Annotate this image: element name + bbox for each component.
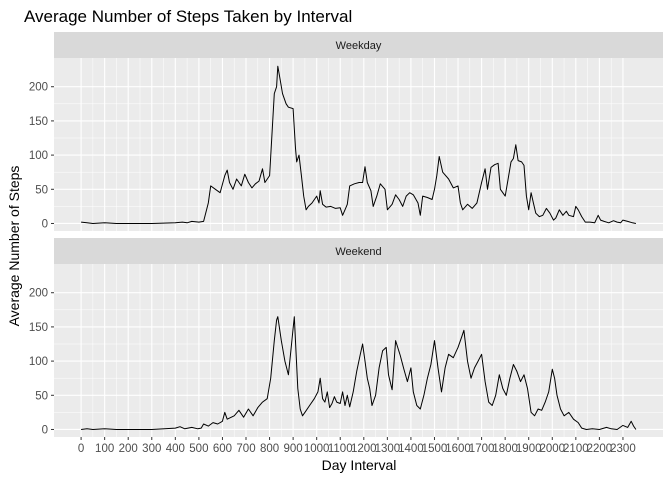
y-tick-label: 50	[35, 390, 48, 402]
x-tick-label: 800	[260, 443, 279, 455]
x-tick-label: 1400	[398, 443, 424, 455]
x-tick-label: 300	[142, 443, 161, 455]
x-tick-label: 1000	[304, 443, 330, 455]
x-tick-label: 1200	[351, 443, 377, 455]
x-tick-label: 2000	[539, 443, 565, 455]
y-tick-label: 200	[29, 82, 48, 94]
facet-panel-weekend: Weekend 0 50 100 150 200	[29, 238, 663, 437]
facet-strip-label: Weekend	[335, 246, 381, 258]
x-tick-label: 1100	[328, 443, 353, 455]
facet-panels: Weekday 0 50 100 150 200 Weekend 0 50 100 150 200	[29, 32, 663, 437]
x-tick-label: 700	[236, 443, 255, 455]
y-tick-label: 150	[29, 322, 48, 334]
facet-strip	[54, 238, 663, 264]
x-tick-label: 1600	[445, 443, 471, 455]
facet-panel-weekday: Weekday 0 50 100 150 200	[29, 32, 663, 231]
x-tick-label: 1800	[492, 443, 518, 455]
x-tick-label: 0	[78, 443, 84, 455]
x-tick-label: 2100	[563, 443, 589, 455]
x-tick-label: 1300	[375, 443, 401, 455]
y-tick-label: 0	[42, 424, 48, 436]
x-tick-label: 2300	[610, 443, 636, 455]
y-tick-label: 200	[29, 288, 48, 300]
x-tick-label: 100	[95, 443, 114, 455]
x-tick-label: 2200	[587, 443, 613, 455]
series-line-weekend	[81, 316, 637, 430]
series-line-weekday	[81, 65, 636, 224]
y-axis-title: Average Number of Steps	[6, 166, 22, 327]
y-tick-label: 50	[35, 184, 48, 196]
x-tick-label: 600	[213, 443, 232, 455]
facet-strip-label: Weekday	[336, 40, 382, 52]
plot-panel	[54, 264, 663, 437]
chart-title: Average Number of Steps Taken by Interva…	[24, 7, 352, 26]
facet-strip	[54, 32, 663, 58]
y-tick-label: 100	[29, 356, 48, 368]
y-tick-label: 0	[42, 218, 48, 230]
x-tick-label: 500	[189, 443, 208, 455]
y-tick-label: 150	[29, 116, 48, 128]
x-axis: 0 100 200 300 400 500 600 700 800 900 100011001200…	[78, 437, 636, 455]
x-tick-label: 400	[166, 443, 185, 455]
x-tick-label: 200	[119, 443, 138, 455]
x-tick-label: 900	[284, 443, 303, 455]
x-tick-label: 1700	[469, 443, 495, 455]
y-tick-label: 100	[29, 150, 48, 162]
x-axis-title: Day Interval	[322, 457, 397, 473]
plot-panel	[54, 58, 663, 231]
x-tick-label: 1900	[516, 443, 542, 455]
x-tick-label: 1500	[422, 443, 448, 455]
